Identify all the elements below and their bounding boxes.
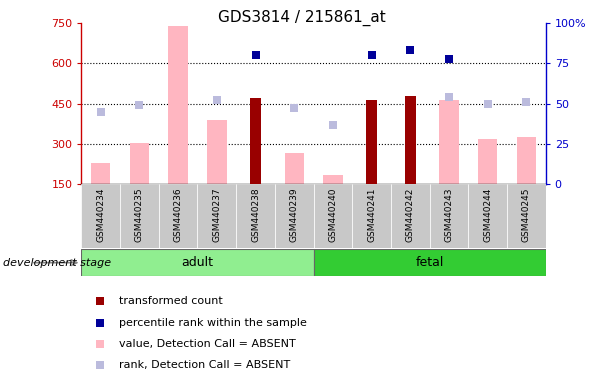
Text: GSM440242: GSM440242 [406, 187, 415, 242]
Bar [352, 184, 391, 248]
Bar [314, 249, 546, 276]
Bar [81, 249, 314, 276]
Text: transformed count: transformed count [119, 296, 223, 306]
Bar [198, 184, 236, 248]
Text: adult: adult [182, 256, 213, 269]
Bar [366, 100, 377, 184]
Bar [323, 175, 343, 184]
Bar [430, 184, 469, 248]
Text: value, Detection Call = ABSENT: value, Detection Call = ABSENT [119, 339, 295, 349]
Bar [391, 184, 430, 248]
Bar [275, 184, 314, 248]
Text: fetal: fetal [415, 256, 444, 269]
Text: GSM440236: GSM440236 [174, 187, 183, 242]
Text: GSM440240: GSM440240 [329, 187, 338, 242]
Bar [168, 26, 188, 184]
Bar [285, 153, 304, 184]
Text: GSM440243: GSM440243 [444, 187, 453, 242]
Text: GSM440239: GSM440239 [289, 187, 298, 242]
Bar [159, 184, 198, 248]
Text: GSM440235: GSM440235 [135, 187, 144, 242]
Bar [469, 184, 507, 248]
Text: GSM440241: GSM440241 [367, 187, 376, 242]
Bar [130, 143, 149, 184]
Bar [314, 184, 352, 248]
Bar [81, 184, 120, 248]
Bar [507, 184, 546, 248]
Bar [236, 184, 275, 248]
Text: GSM440244: GSM440244 [483, 187, 492, 242]
Text: GSM440245: GSM440245 [522, 187, 531, 242]
Text: GSM440234: GSM440234 [96, 187, 106, 242]
Bar [250, 98, 261, 184]
Text: GSM440237: GSM440237 [212, 187, 221, 242]
Bar [120, 184, 159, 248]
Bar [517, 137, 536, 184]
Bar [91, 163, 110, 184]
Bar [207, 120, 227, 184]
Text: development stage: development stage [3, 258, 111, 268]
Text: GDS3814 / 215861_at: GDS3814 / 215861_at [218, 10, 385, 26]
Text: percentile rank within the sample: percentile rank within the sample [119, 318, 306, 328]
Text: rank, Detection Call = ABSENT: rank, Detection Call = ABSENT [119, 360, 290, 370]
Bar [440, 100, 459, 184]
Bar [478, 139, 497, 184]
Bar [405, 96, 415, 184]
Text: GSM440238: GSM440238 [251, 187, 260, 242]
